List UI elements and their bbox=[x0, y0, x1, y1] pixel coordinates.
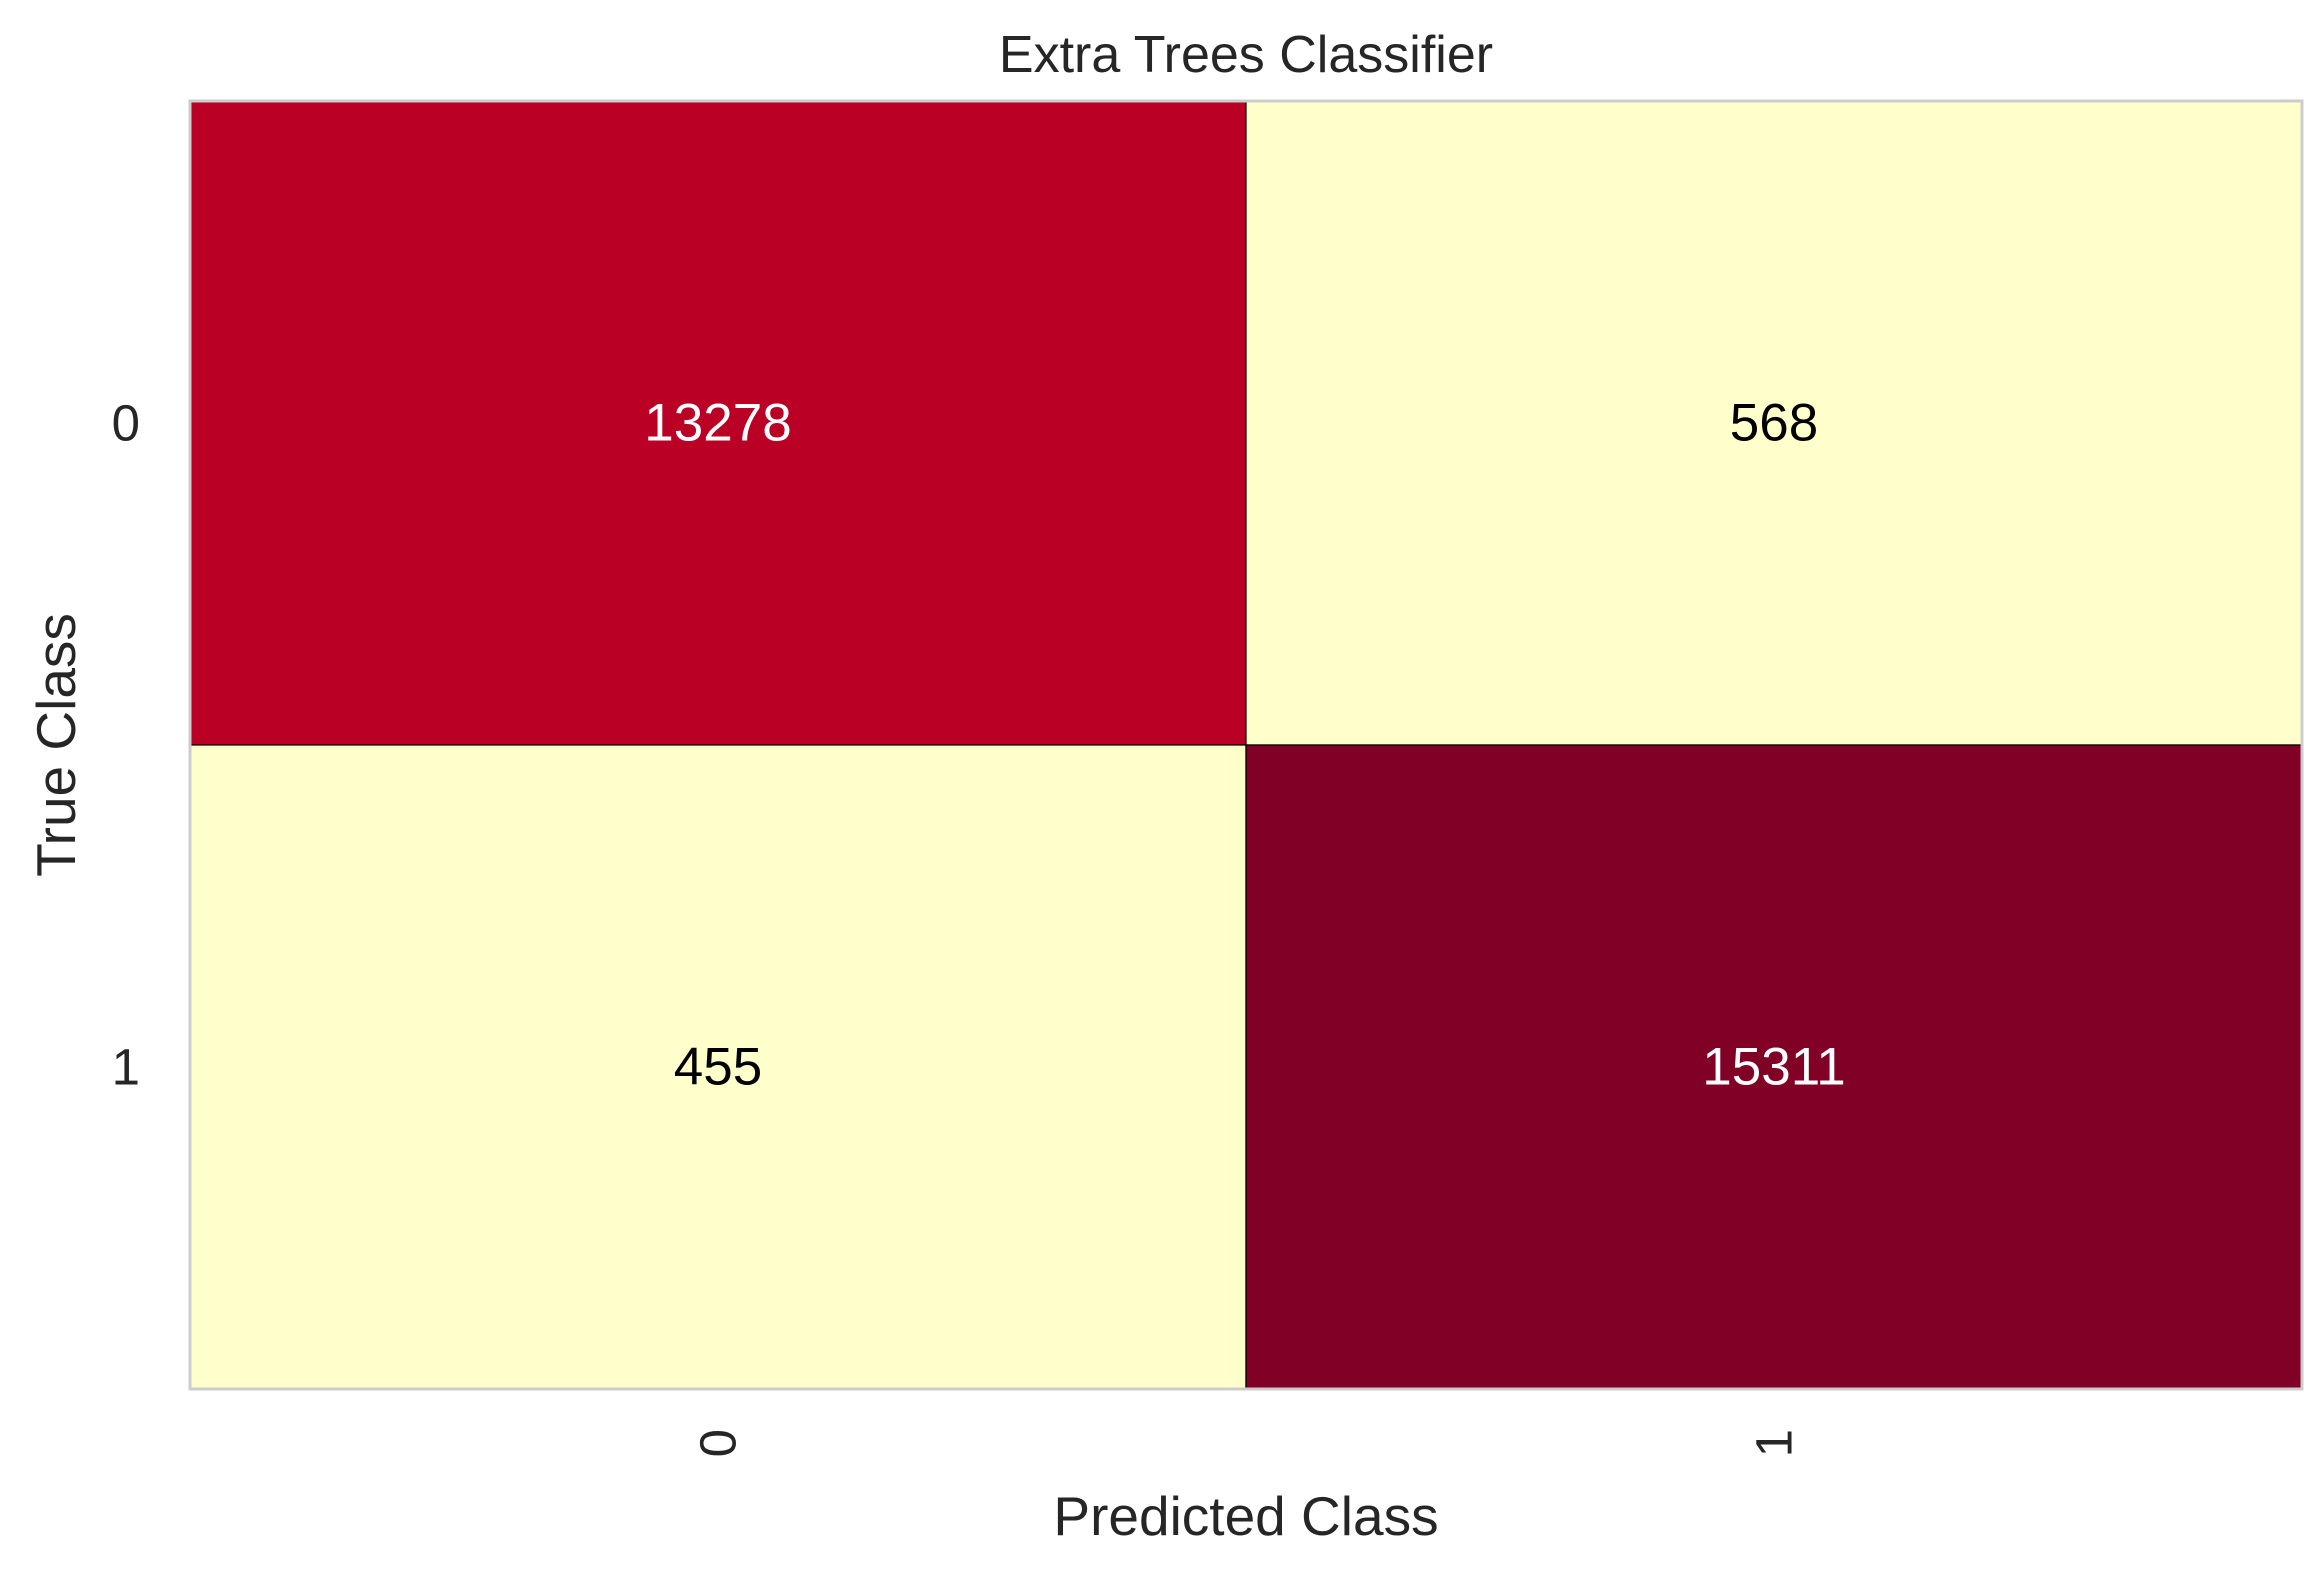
cell-value-label-r1-c0: 455 bbox=[674, 1038, 762, 1097]
x-tick-label-0: 0 bbox=[690, 1429, 747, 1457]
heatmap-cell-r0-c1 bbox=[1245, 100, 2303, 746]
cell-value-label-r0-c1: 568 bbox=[1730, 394, 1818, 453]
y-tick-labels: 01 bbox=[112, 395, 140, 1096]
cell-value-label-r1-c1: 15311 bbox=[1702, 1038, 1845, 1097]
y-axis-label: True Class bbox=[25, 613, 87, 877]
y-tick-label-0: 0 bbox=[112, 395, 140, 452]
x-tick-label-1: 1 bbox=[1746, 1429, 1803, 1457]
heatmap-cell-r1-c1 bbox=[1245, 744, 2303, 1390]
heatmap-cell-r1-c0 bbox=[189, 744, 1247, 1390]
cell-value-labels: 13278 568 455 15311 bbox=[644, 394, 1845, 1097]
plot-frame bbox=[188, 99, 2304, 1391]
y-tick-label-1: 1 bbox=[112, 1039, 140, 1096]
chart-title: Extra Trees Classifier bbox=[999, 26, 1493, 84]
heatmap-cells bbox=[189, 100, 2303, 1390]
x-axis-label: Predicted Class bbox=[1053, 1485, 1438, 1547]
cell-value-label-r0-c0: 13278 bbox=[644, 394, 791, 453]
heatmap-cell-r0-c0 bbox=[189, 100, 1247, 746]
